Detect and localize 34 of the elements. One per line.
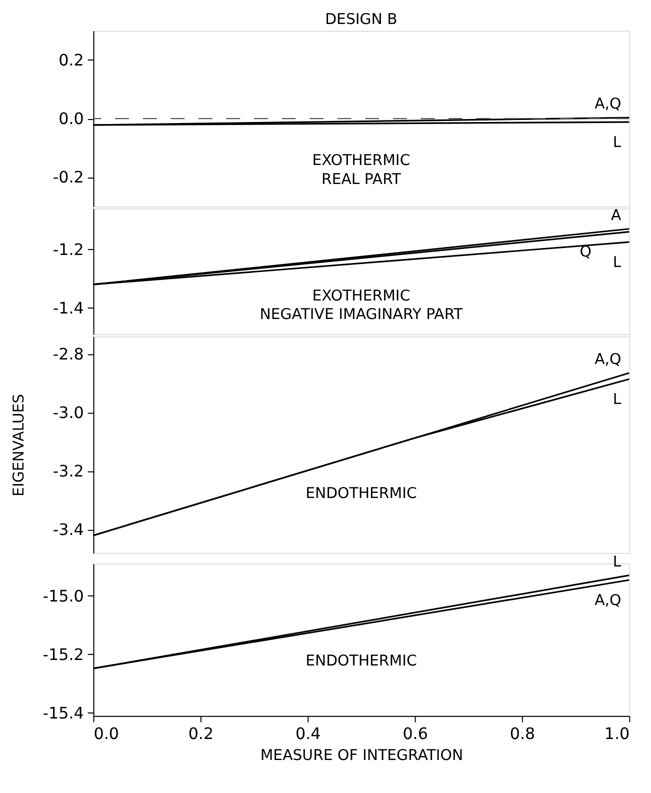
series-label: A [611, 206, 622, 224]
y-tick-label: -1.2 [52, 240, 84, 259]
y-tick-label: 0.2 [58, 50, 84, 70]
series-label: Q [580, 242, 592, 261]
x-tick-label: 0.4 [296, 724, 321, 744]
series-label: A,Q [594, 590, 622, 609]
y-tick-label: -3.2 [52, 462, 84, 480]
series-label: L [612, 390, 622, 408]
y-tick-label: -3.4 [52, 520, 84, 540]
series-label: L [612, 132, 622, 151]
y-tick-label: -15.2 [42, 644, 84, 664]
series-label: A,Q [594, 350, 622, 368]
x-tick-label: 0.0 [94, 724, 120, 744]
annotation: ENDOTHERMIC [306, 652, 417, 670]
y-tick-label: 0.0 [58, 109, 84, 128]
series-label: A,Q [594, 94, 622, 113]
chart-title: DESIGN B [325, 10, 398, 28]
x-tick-label: 0.8 [510, 724, 536, 744]
y-tick-label: -0.2 [52, 168, 84, 187]
y-axis-title: EIGENVALUES [9, 394, 28, 496]
annotation: EXOTHERMIC REAL PART [312, 150, 410, 188]
x-tick-label: 1.0 [604, 724, 630, 744]
x-tick-label: 0.6 [402, 724, 428, 744]
annotation: EXOTHERMIC NEGATIVE IMAGINARY PART [260, 286, 464, 324]
series-label: L [612, 552, 622, 570]
x-axis-title: MEASURE OF INTEGRATION [260, 746, 464, 764]
y-tick-label: -3.0 [52, 402, 84, 422]
y-tick-label: -1.4 [52, 298, 84, 318]
series-label: L [612, 252, 622, 271]
y-tick-label: -15.0 [42, 586, 84, 606]
annotation: ENDOTHERMIC [306, 484, 417, 502]
y-tick-label: -2.8 [52, 344, 84, 364]
x-tick-label: 0.2 [188, 724, 214, 744]
y-tick-label: -15.4 [42, 703, 84, 722]
